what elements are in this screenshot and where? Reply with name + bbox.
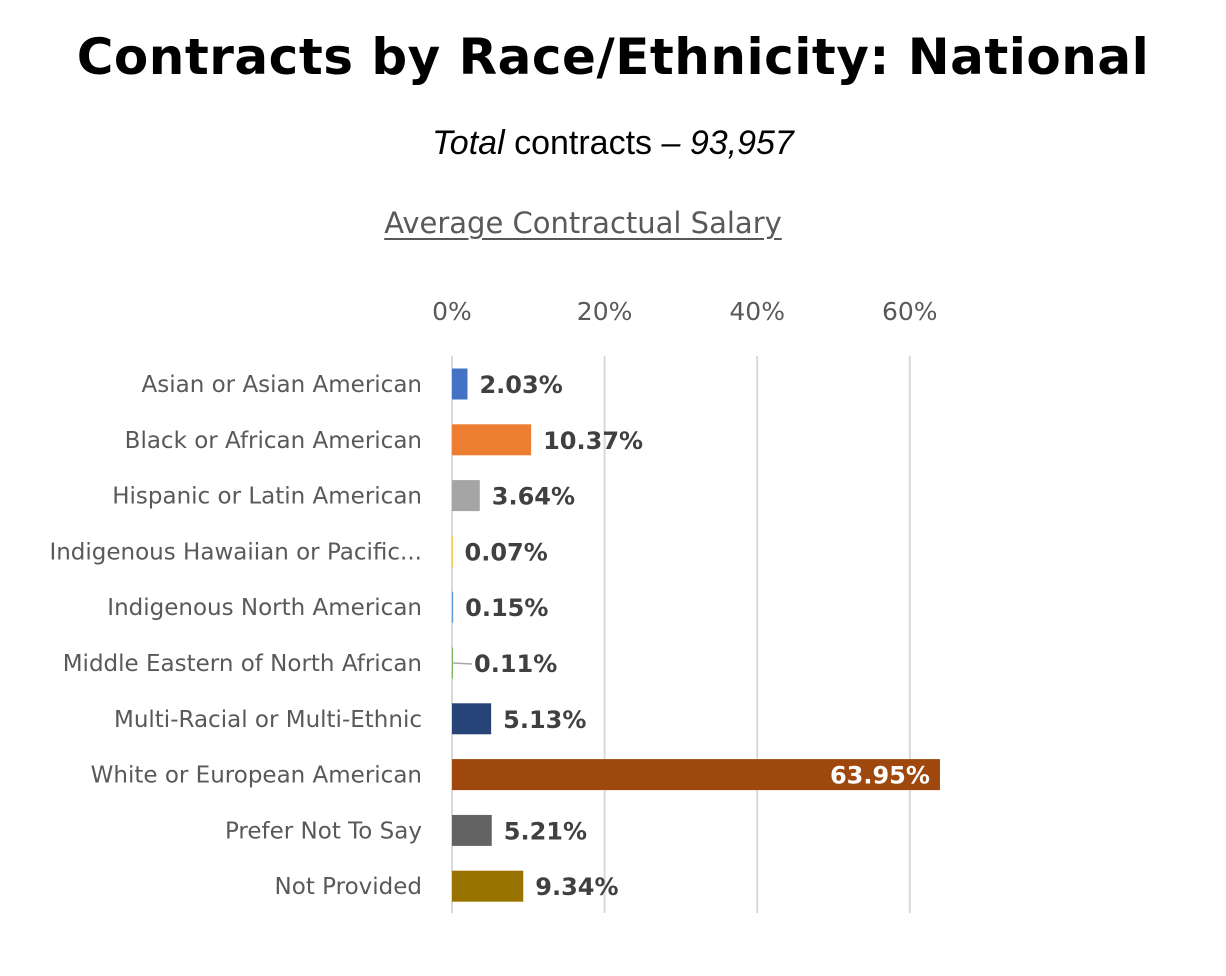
page-title: Contracts by Race/Ethnicity: National (76, 28, 1150, 86)
value-label: 0.11% (474, 650, 557, 678)
x-tick-label: 40% (729, 297, 785, 326)
bar (452, 759, 940, 791)
category-labels: Asian or Asian American Black or African … (49, 372, 422, 900)
value-label: 3.64% (492, 483, 575, 511)
category-label: Indigenous North American (107, 595, 422, 621)
value-label: 63.95% (830, 762, 930, 790)
page-subtitle: Total contracts – 93,957 (0, 124, 1226, 163)
category-label: Prefer Not To Say (225, 818, 422, 844)
bar (452, 814, 492, 846)
category-label: Multi-Racial or Multi-Ethnic (114, 707, 422, 733)
x-tick-label: 20% (577, 297, 633, 326)
bar (452, 591, 454, 623)
value-labels: 2.03% 10.37% 3.64% 0.07% 0.15% 0.11% 5.13% 63.9… (465, 371, 930, 901)
x-tick-label: 60% (882, 297, 938, 326)
value-label: 0.15% (465, 594, 548, 622)
category-label: Black or African American (125, 428, 422, 454)
subtitle-word-contracts: contracts (504, 124, 662, 162)
bars (452, 368, 940, 902)
category-label: Indigenous Hawaiian or Pacific... (49, 539, 422, 565)
bar (452, 480, 480, 512)
subtitle-word-total: Total (432, 124, 505, 162)
category-label: Not Provided (275, 874, 422, 900)
category-label: White or European American (91, 763, 422, 789)
category-label: Hispanic or Latin American (112, 484, 422, 510)
value-label: 0.07% (465, 538, 548, 566)
value-label: 10.37% (543, 427, 643, 455)
leader-line (452, 662, 473, 665)
chart-title: Average Contractual Salary (384, 206, 782, 240)
x-tick-label: 0% (432, 297, 472, 326)
bar (452, 368, 468, 400)
category-label: Asian or Asian American (142, 372, 422, 398)
subtitle-total-value: – 93,957 (661, 124, 794, 162)
bar (452, 870, 524, 902)
value-label: 5.13% (503, 706, 586, 734)
bar (452, 424, 532, 456)
value-label: 5.21% (504, 817, 587, 845)
bar (452, 647, 453, 679)
category-label: Middle Eastern of North African (63, 651, 422, 677)
value-label: 9.34% (535, 873, 618, 901)
x-axis-ticks: 0% 20% 40% 60% (432, 297, 937, 326)
value-label: 2.03% (479, 371, 562, 399)
bar (452, 703, 492, 735)
bar (452, 535, 453, 567)
